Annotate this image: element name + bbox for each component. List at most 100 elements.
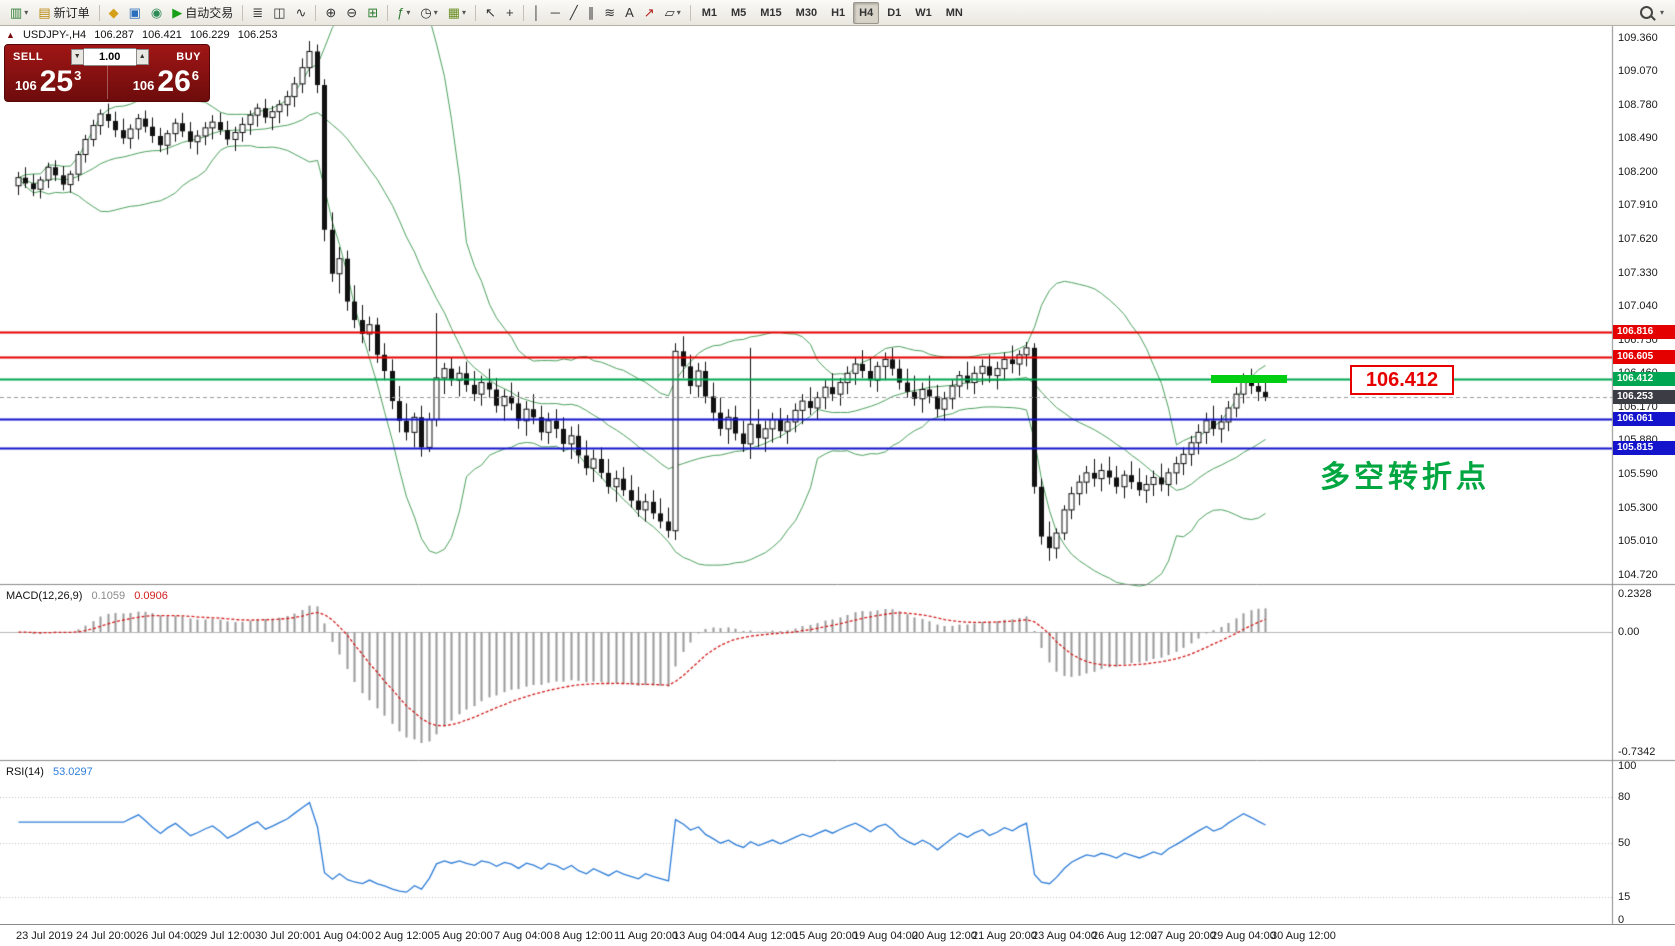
templates-icon[interactable]: ▦ ▾: [444, 2, 470, 24]
text-tool-icon[interactable]: A: [621, 2, 638, 24]
fibonacci-icon[interactable]: ≋: [600, 2, 619, 24]
trendline-icon[interactable]: ╱: [566, 2, 582, 24]
time-axis-label: 23 Jul 2019: [16, 930, 73, 942]
zoom-in-icon-glyph: ⊕: [325, 5, 337, 20]
horizontal-line-icon[interactable]: ─: [547, 2, 564, 24]
candlestick-chart-icon-glyph: ◫: [273, 5, 286, 20]
time-axis-label: 24 Jul 20:00: [76, 930, 136, 942]
time-axis-label: 8 Aug 12:00: [554, 930, 613, 942]
price-annotation-box[interactable]: 106.412: [1350, 365, 1454, 395]
sell-price-sup: 3: [74, 68, 82, 83]
text-tool-icon-glyph: A: [625, 5, 634, 20]
templates-icon-dropdown: ▾: [462, 8, 467, 17]
shapes-icon-glyph: ▱: [664, 5, 675, 20]
lot-increase-button[interactable]: ▲: [135, 48, 149, 65]
templates-icon-glyph: ▦: [447, 5, 461, 20]
buy-price-pips: 26: [157, 65, 191, 98]
timeframe-toolbar: M1 M5 M15 M30 H1 H4 D1 W1 MN: [695, 1, 970, 24]
line-chart-icon[interactable]: ∿: [291, 2, 310, 24]
sell-price-int: 106: [15, 78, 37, 93]
timeframe-d1[interactable]: D1: [887, 6, 902, 19]
time-axis-label: 23 Aug 04:00: [1032, 930, 1097, 942]
time-axis-label: 30 Aug 12:00: [1271, 930, 1336, 942]
search-button[interactable]: [1636, 2, 1657, 24]
timeframe-h4[interactable]: H4: [853, 1, 880, 24]
time-axis-label: 26 Jul 04:00: [136, 930, 196, 942]
turning-point-annotation[interactable]: 多空转折点: [1320, 461, 1490, 494]
buy-button[interactable]: 106 26 6: [133, 65, 199, 99]
zoom-out-icon[interactable]: ⊖: [342, 2, 361, 24]
time-axis-label: 2 Aug 12:00: [375, 930, 434, 942]
time-axis-label: 29 Jul 12:00: [195, 930, 255, 942]
horizontal-line-icon-glyph: ─: [550, 5, 560, 20]
candlestick-chart-icon[interactable]: ◫: [269, 2, 289, 24]
sell-price-pips: 25: [39, 65, 74, 98]
cursor-icon-glyph: ↖: [485, 5, 496, 20]
sell-label: SELL: [13, 50, 44, 63]
chart-info-line: ▲ USDJPY-,H4 106.287 106.421 106.229 106…: [6, 29, 282, 41]
panel-divider: [106, 65, 108, 99]
buy-price-sup: 6: [191, 68, 199, 83]
time-axis-label: 27 Aug 20:00: [1151, 930, 1216, 942]
market-watch-icon[interactable]: ◆: [105, 2, 123, 24]
toolbar-separator: [242, 4, 244, 21]
time-axis-label: 20 Aug 12:00: [912, 930, 977, 942]
new-order-button[interactable]: ▤ 新订单: [34, 2, 93, 24]
timeframe-m15[interactable]: M15: [760, 6, 782, 19]
new-chart-icon[interactable]: ▥ ▾: [6, 2, 32, 24]
indicators-icon-glyph: ƒ: [397, 5, 405, 20]
toolbar-separator: [315, 4, 317, 21]
time-axis-label: 21 Aug 20:00: [972, 930, 1037, 942]
autotrade-button[interactable]: ▶ 自动交易: [168, 2, 237, 24]
timeframe-h1[interactable]: H1: [831, 6, 846, 19]
autotrade-button-glyph: ▶: [172, 5, 183, 20]
channel-icon[interactable]: ∥: [584, 2, 599, 24]
macd-main-value: 0.1059: [91, 590, 126, 602]
toolbar-overflow-icon[interactable]: ▾: [1659, 8, 1664, 17]
channel-icon-glyph: ∥: [587, 5, 595, 20]
close-value: 106.253: [237, 29, 278, 41]
indicators-icon-dropdown: ▾: [406, 8, 411, 17]
time-axis-label: 1 Aug 04:00: [315, 930, 374, 942]
timeframe-w1[interactable]: W1: [915, 6, 932, 19]
toolbar-separator: [98, 4, 100, 21]
arrows-tool-icon[interactable]: ↗: [640, 2, 659, 24]
lot-input[interactable]: 1.00: [83, 47, 136, 66]
bar-chart-icon[interactable]: ≣: [248, 2, 267, 24]
toolbar-separator: [475, 4, 477, 21]
timeframe-m30[interactable]: M30: [795, 6, 818, 19]
vertical-line-icon[interactable]: │: [529, 2, 545, 24]
macd-indicator-label: MACD(12,26,9) 0.1059 0.0906: [6, 590, 168, 602]
indicators-icon[interactable]: ƒ ▾: [393, 2, 414, 24]
lot-decrease-button[interactable]: ▼: [70, 48, 84, 65]
timeframe-m5[interactable]: M5: [730, 6, 747, 19]
cursor-icon[interactable]: ↖: [481, 2, 500, 24]
low-value: 106.229: [189, 29, 230, 41]
trendline-icon-glyph: ╱: [569, 5, 578, 20]
new-chart-icon-dropdown: ▾: [24, 8, 29, 17]
timeframe-m1[interactable]: M1: [701, 6, 717, 19]
time-axis-label: 29 Aug 04:00: [1211, 930, 1276, 942]
crosshair-icon[interactable]: +: [502, 2, 518, 24]
time-axis-label: 7 Aug 04:00: [494, 930, 553, 942]
tile-windows-icon[interactable]: ⊞: [363, 2, 382, 24]
periods-icon[interactable]: ◷ ▾: [416, 2, 441, 24]
strategy-info-icon[interactable]: ◉: [147, 2, 166, 24]
shapes-icon[interactable]: ▱ ▾: [661, 2, 685, 24]
toolbar-right-group: ▾: [1635, 2, 1664, 24]
new-order-button-glyph: ▤: [38, 5, 51, 20]
strategy-info-icon-glyph: ◉: [150, 5, 163, 20]
highlight-segment[interactable]: [1211, 375, 1287, 383]
one-click-toggle-icon[interactable]: ▲: [6, 30, 15, 40]
high-value: 106.421: [142, 29, 182, 41]
time-axis-label: 30 Jul 20:00: [255, 930, 315, 942]
zoom-out-icon-glyph: ⊖: [346, 5, 358, 20]
sell-button[interactable]: 106 25 3: [15, 65, 81, 99]
time-axis-label: 13 Aug 04:00: [673, 930, 738, 942]
data-window-icon[interactable]: ▣: [125, 2, 145, 24]
timeframe-mn[interactable]: MN: [945, 6, 963, 19]
time-axis-label: 19 Aug 04:00: [853, 930, 918, 942]
zoom-in-icon[interactable]: ⊕: [321, 2, 340, 24]
crosshair-icon-glyph: +: [505, 5, 514, 20]
